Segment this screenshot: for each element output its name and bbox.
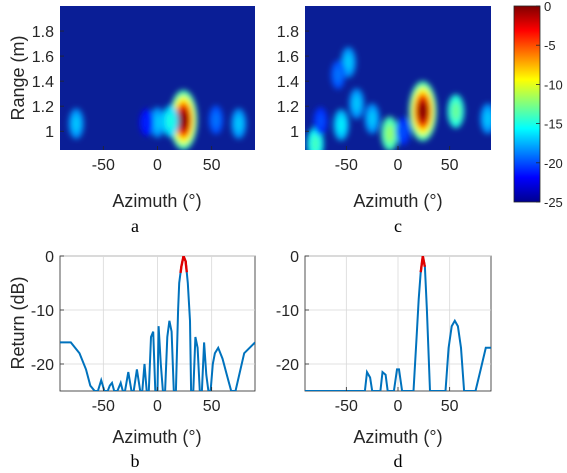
x-tick-label-d: -50 (335, 398, 358, 415)
plot-d-ticks: -50 0 50 0 -10 -20 (276, 249, 459, 415)
x-tick-label-d: 50 (441, 398, 459, 415)
x-tick-label-d: 0 (394, 398, 403, 415)
heatmap-a-cell (72, 115, 81, 133)
y-tick-label-a: 1 (45, 124, 54, 141)
y-axis-label-b: Return (dB) (8, 276, 28, 369)
y-tick-label-c: 1.4 (277, 74, 299, 91)
x-tick-label-c: 50 (441, 157, 459, 174)
heatmap-c-cell (419, 103, 427, 119)
y-tick-label-b: 0 (45, 249, 54, 266)
y-axis-label-a: Range (m) (8, 35, 28, 120)
heatmap-c-cell (334, 66, 342, 83)
heatmap-c-cell (451, 101, 461, 121)
heatmap-a-cell (143, 114, 151, 130)
heatmap-c-cell (317, 113, 324, 129)
colorbar-tick-label: 0 (544, 0, 551, 14)
heatmap-a-cell (234, 115, 243, 133)
x-tick-label-a: -50 (92, 157, 115, 174)
y-tick-label-a: 1.2 (32, 99, 54, 116)
y-tick-label-c: 1.2 (277, 99, 299, 116)
heatmap-c-cell (311, 134, 320, 150)
y-tick-label-d: -10 (276, 303, 299, 320)
colorbar-tick-label: -10 (544, 77, 563, 92)
y-tick-label-b: -20 (31, 357, 54, 374)
x-tick-label-a: 0 (153, 157, 162, 174)
y-tick-label-c: 1.8 (277, 24, 299, 41)
heatmap-a-cell (212, 112, 220, 128)
x-axis-label-a: Azimuth (°) (112, 191, 201, 211)
panel-label-c: c (394, 216, 402, 236)
series-line-b (60, 256, 255, 391)
heatmap-c-cell (484, 110, 491, 128)
colorbar-tick-label: -20 (544, 156, 563, 171)
heatmap-c-cell (399, 123, 407, 139)
heatmap-c-blobs (307, 47, 491, 150)
colorbar-tick-label: -25 (544, 195, 563, 210)
y-tick-label-a: 1.4 (32, 74, 54, 91)
series-line-d (305, 256, 491, 391)
colorbar: 0 -5 -10 -15 -20 -25 (513, 0, 563, 210)
heatmap-a-cell (166, 112, 175, 130)
heatmap-a-blobs (68, 89, 247, 150)
x-axis-label-c: Azimuth (°) (353, 191, 442, 211)
panel-label-b: b (131, 451, 140, 471)
heatmap-c-cell (368, 110, 376, 128)
panel-d: -50 0 50 0 -10 -20 Azimuth (°) d (276, 249, 492, 471)
x-tick-label-b: -50 (92, 398, 115, 415)
x-tick-label-b: 50 (203, 398, 221, 415)
y-tick-label-c: 1 (290, 124, 299, 141)
colorbar-tick-label: -15 (544, 117, 563, 132)
peak-highlight-d (419, 256, 427, 273)
plot-b-ticks: -50 0 50 0 -10 -20 (31, 249, 221, 415)
x-axis-label-b: Azimuth (°) (112, 427, 201, 447)
heatmap-c-cell (337, 116, 346, 134)
x-tick-label-a: 50 (203, 157, 221, 174)
y-tick-label-a: 1.6 (32, 49, 54, 66)
x-tick-label-c: 0 (394, 157, 403, 174)
panel-a: -50 0 50 1 1.2 1.4 1.6 1.8 Azimuth (°) Range (m… (8, 6, 255, 236)
colorbar-gradient (513, 5, 541, 203)
y-tick-label-b: -10 (31, 303, 54, 320)
y-tick-label-c: 1.6 (277, 49, 299, 66)
colorbar-tick-label: -5 (544, 38, 556, 53)
heatmap-c-cell (385, 124, 395, 144)
x-axis-label-d: Azimuth (°) (353, 427, 442, 447)
colorbar-ticks: 0 -5 -10 -15 -20 -25 (536, 0, 563, 210)
heatmap-c-cell (352, 95, 361, 113)
peak-highlight-b (179, 256, 188, 274)
x-tick-label-c: -50 (335, 157, 358, 174)
panel-c: -50 0 50 1 1.2 1.4 1.6 1.8 Azimuth (°) c (277, 6, 491, 236)
x-tick-label-b: 0 (153, 398, 162, 415)
heatmap-c-ticks: -50 0 50 1 1.2 1.4 1.6 1.8 (277, 24, 459, 174)
panel-label-a: a (131, 216, 139, 236)
y-tick-label-d: 0 (290, 249, 299, 266)
heatmap-a-cell (153, 114, 162, 131)
heatmap-a-cell (180, 112, 187, 128)
heatmap-c-cell (344, 53, 353, 71)
panel-b: -50 0 50 0 -10 -20 Azimuth (°) Return (dB) b (8, 249, 256, 471)
panel-label-d: d (394, 451, 403, 471)
y-tick-label-d: -20 (276, 357, 299, 374)
y-tick-label-a: 1.8 (32, 24, 54, 41)
heatmap-a-ticks: -50 0 50 1 1.2 1.4 1.6 1.8 (32, 24, 221, 174)
